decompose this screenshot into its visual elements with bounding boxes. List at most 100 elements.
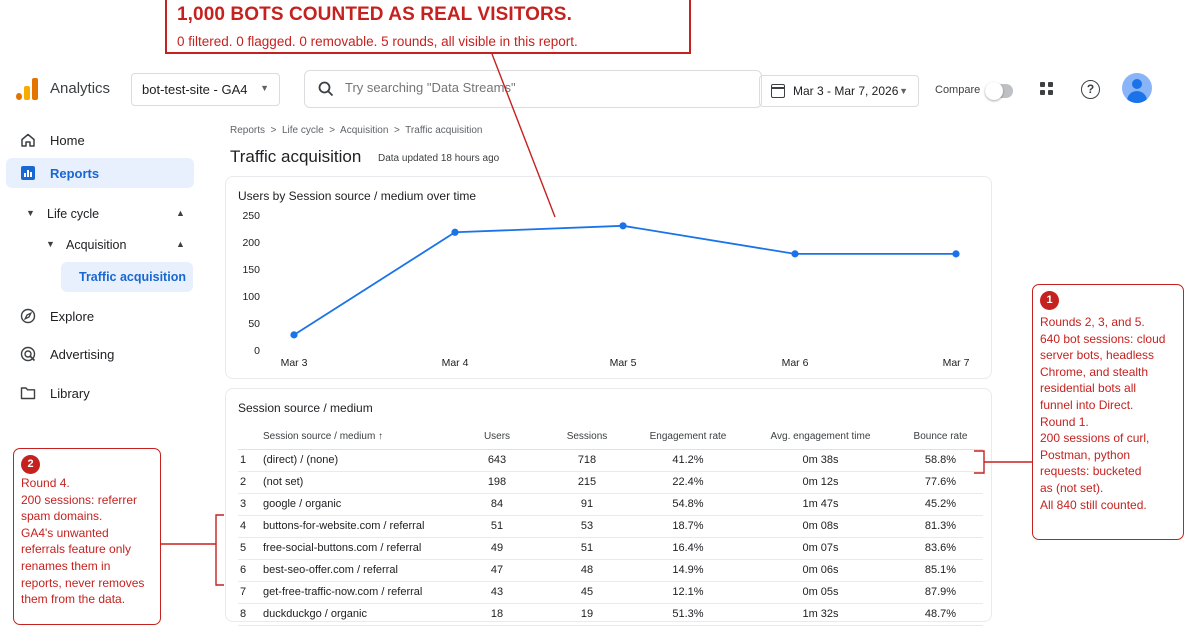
- row-avg-engagement-time: 1m 32s: [743, 603, 898, 626]
- table-row[interactable]: 6 best-seo-offer.com / referral 47 48 14.9% 0…: [238, 559, 983, 582]
- row-users: 643: [453, 449, 541, 472]
- row-source: free-social-buttons.com / referral: [260, 537, 453, 560]
- annotation-line: residential bots all: [1040, 381, 1137, 396]
- annotation-two: 2 Round 4. 200 sessions: referrer spam dom…: [13, 448, 161, 625]
- x-tick-label: Mar 3: [281, 357, 308, 369]
- row-index: 7: [238, 581, 260, 604]
- sidebar-item-traffic-acquisition[interactable]: Traffic acquisition: [61, 262, 193, 292]
- row-bounce-rate: 77.6%: [898, 471, 983, 494]
- column-header-source[interactable]: Session source / medium ↑: [260, 425, 453, 450]
- sidebar-item-advertising[interactable]: Advertising: [6, 339, 194, 369]
- headline-callout: 1,000 BOTS COUNTED AS REAL VISITORS. 0 f…: [165, 0, 691, 54]
- x-tick-label: Mar 7: [943, 357, 970, 369]
- annotation-line: as (not set).: [1040, 480, 1104, 495]
- bracket-two: [161, 514, 224, 586]
- table-row[interactable]: 3 google / organic 84 91 54.8% 1m 47s 45.2%: [238, 493, 983, 516]
- sidebar-item-reports[interactable]: Reports: [6, 158, 194, 188]
- date-range-picker[interactable]: Mar 3 - Mar 7, 2026 ▼: [759, 75, 919, 107]
- annotation-badge: 1: [1040, 291, 1059, 310]
- chevron-up-icon: ▲: [176, 208, 185, 218]
- sidebar-item-label: Explore: [50, 309, 95, 324]
- avatar[interactable]: [1122, 73, 1152, 103]
- property-selector[interactable]: bot-test-site - GA4 ▼: [131, 73, 280, 106]
- data-point[interactable]: [791, 250, 799, 258]
- table-row[interactable]: 4 buttons-for-website.com / referral 51 53 1…: [238, 515, 983, 538]
- row-users: 49: [453, 537, 541, 560]
- row-avg-engagement-time: 0m 38s: [743, 449, 898, 472]
- advertising-icon: [20, 346, 36, 362]
- column-header-engagement-rate[interactable]: Engagement rate: [633, 425, 743, 450]
- row-source: google / organic: [260, 493, 453, 516]
- data-point[interactable]: [619, 222, 627, 230]
- compare-label: Compare: [935, 84, 981, 96]
- breadcrumb[interactable]: Reports > Life cycle > Acquisition > Tra…: [230, 125, 483, 136]
- reports-icon: [21, 166, 35, 180]
- row-index: 3: [238, 493, 260, 516]
- row-avg-engagement-time: 0m 12s: [743, 471, 898, 494]
- annotation-line: reports, never removes: [21, 575, 145, 590]
- sidebar-item-explore[interactable]: Explore: [6, 301, 194, 331]
- table-row[interactable]: 8 duckduckgo / organic 18 19 51.3% 1m 32s 48.7…: [238, 603, 983, 626]
- annotation-line: 200 sessions of curl,: [1040, 431, 1150, 446]
- table-title: Session source / medium: [238, 401, 373, 415]
- annotation-line: server bots, headless: [1040, 348, 1155, 363]
- x-tick-label: Mar 6: [782, 357, 809, 369]
- annotation-line: Chrome, and stealth: [1040, 364, 1149, 379]
- row-index: 8: [238, 603, 260, 626]
- table-row[interactable]: 7 get-free-traffic-now.com / referral 43 45…: [238, 581, 983, 604]
- annotation-line: them from the data.: [21, 592, 126, 607]
- explore-icon: [20, 308, 36, 324]
- table-row[interactable]: 2 (not set) 198 215 22.4% 0m 12s 77.6%: [238, 471, 983, 494]
- y-tick-label: 50: [248, 318, 260, 330]
- data-point[interactable]: [290, 331, 298, 339]
- search-bar[interactable]: [304, 70, 762, 108]
- app-name: Analytics: [50, 80, 111, 97]
- index-header: [238, 425, 260, 450]
- annotation-line: requests: bucketed: [1040, 464, 1142, 479]
- row-source: duckduckgo / organic: [260, 603, 453, 626]
- home-icon: [21, 133, 35, 147]
- table-row[interactable]: 5 free-social-buttons.com / referral 49 51 1…: [238, 537, 983, 560]
- row-index: 6: [238, 559, 260, 582]
- column-header-users[interactable]: Users: [453, 425, 541, 450]
- folder-icon: [20, 387, 36, 400]
- y-tick-label: 250: [242, 210, 260, 222]
- sidebar-item-label: Reports: [50, 166, 100, 181]
- help-icon[interactable]: ?: [1081, 80, 1100, 99]
- row-bounce-rate: 45.2%: [898, 493, 983, 516]
- column-header-sessions[interactable]: Sessions: [541, 425, 633, 450]
- column-header-bounce-rate[interactable]: Bounce rate: [898, 425, 983, 450]
- data-point[interactable]: [451, 228, 459, 236]
- sidebar-item-home[interactable]: Home: [6, 125, 194, 155]
- x-tick-label: Mar 5: [610, 357, 637, 369]
- search-input[interactable]: [345, 80, 745, 95]
- annotation-line: GA4's unwanted: [21, 525, 109, 540]
- annotation-line: All 840 still counted.: [1040, 497, 1147, 512]
- row-sessions: 718: [541, 449, 633, 472]
- apps-grid-icon[interactable]: [1040, 82, 1054, 96]
- sidebar-item-label: Advertising: [50, 347, 115, 362]
- compare-toggle[interactable]: [985, 82, 1013, 100]
- column-header-avg-engagement-time[interactable]: Avg. engagement time: [743, 425, 898, 450]
- y-tick-label: 200: [242, 237, 260, 249]
- row-avg-engagement-time: 0m 05s: [743, 581, 898, 604]
- row-users: 51: [453, 515, 541, 538]
- headline-title: 1,000 BOTS COUNTED AS REAL VISITORS.: [177, 4, 572, 25]
- table-card: Session source / medium Session source /…: [225, 388, 992, 626]
- data-point[interactable]: [952, 250, 960, 258]
- headline-subtitle: 0 filtered. 0 flagged. 0 removable. 5 ro…: [177, 34, 578, 49]
- sidebar-item-library[interactable]: Library: [6, 378, 194, 408]
- date-range-label: Mar 3 - Mar 7, 2026: [793, 84, 899, 98]
- table-row[interactable]: 1 (direct) / (none) 643 718 41.2% 0m 38s 58.8%: [238, 449, 983, 472]
- row-users: 47: [453, 559, 541, 582]
- row-bounce-rate: 48.7%: [898, 603, 983, 626]
- line-chart: 0 50 100 150 200 250 Mar 3 Mar 4 Mar 5 Mar 6 Mar 7: [242, 210, 970, 369]
- search-icon: [318, 81, 334, 97]
- annotation-text: Rounds 2, 3, and 5. 640 bot sessions: clo…: [1040, 314, 1176, 513]
- row-index: 4: [238, 515, 260, 538]
- row-source: best-seo-offer.com / referral: [260, 559, 453, 582]
- row-engagement-rate: 16.4%: [633, 537, 743, 560]
- data-updated-label: Data updated 18 hours ago: [378, 153, 500, 164]
- annotation-line: Rounds 2, 3, and 5.: [1040, 315, 1145, 329]
- row-engagement-rate: 12.1%: [633, 581, 743, 604]
